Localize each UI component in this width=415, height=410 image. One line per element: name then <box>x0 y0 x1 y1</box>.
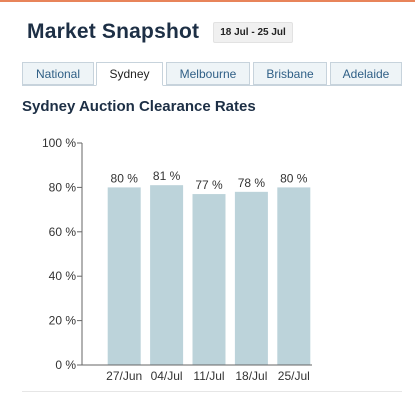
tab-brisbane[interactable]: Brisbane <box>253 62 327 85</box>
x-tick-label: 04/Jul <box>151 369 183 383</box>
bar <box>150 185 184 365</box>
bar-value-label: 80 % <box>280 171 308 185</box>
bar <box>277 187 311 365</box>
tab-melbourne[interactable]: Melbourne <box>166 62 250 85</box>
x-tick-label: 18/Jul <box>235 369 267 383</box>
bar-value-label: 81 % <box>153 169 181 183</box>
page-header: Market Snapshot 18 Jul - 25 Jul <box>27 16 293 48</box>
clearance-rate-chart: 0 % 20 % 40 % 60 % 80 % 100 % 80 % 81 % 77 % 78 … <box>42 136 312 383</box>
page-title: Market Snapshot <box>27 20 200 43</box>
top-accent-rule <box>0 0 415 2</box>
tab-national[interactable]: National <box>22 62 94 85</box>
y-tick-label: 40 % <box>49 269 77 283</box>
bar <box>234 191 268 365</box>
tabs-underline <box>22 85 402 86</box>
bar <box>107 187 141 365</box>
x-axis: 27/Jun 04/Jul 11/Jul 18/Jul 25/Jul <box>77 364 312 383</box>
x-tick-label: 27/Jun <box>106 369 142 383</box>
bar-value-label: 78 % <box>238 176 266 190</box>
x-tick-label: 25/Jul <box>278 369 310 383</box>
bottom-rule <box>22 391 402 392</box>
bar-value-label: 77 % <box>195 178 223 192</box>
bar <box>192 194 226 365</box>
y-tick-label: 0 % <box>55 358 76 372</box>
bar-value-label: 80 % <box>111 171 139 185</box>
y-tick-label: 20 % <box>49 314 77 328</box>
tab-sydney[interactable]: Sydney <box>96 62 163 86</box>
y-axis: 0 % 20 % 40 % 60 % 80 % 100 % <box>42 136 83 372</box>
y-tick-label: 80 % <box>49 180 77 194</box>
y-tick-label: 60 % <box>49 225 77 239</box>
city-tabs: National Sydney Melbourne Brisbane Adela… <box>22 62 402 86</box>
date-range-badge: 18 Jul - 25 Jul <box>213 21 293 43</box>
x-tick-label: 11/Jul <box>193 369 224 383</box>
chart-title: Sydney Auction Clearance Rates <box>22 98 256 115</box>
tab-adelaide[interactable]: Adelaide <box>330 62 402 85</box>
y-tick-label: 100 % <box>42 136 76 150</box>
bars: 80 % 81 % 77 % 78 % 80 % <box>107 169 311 365</box>
